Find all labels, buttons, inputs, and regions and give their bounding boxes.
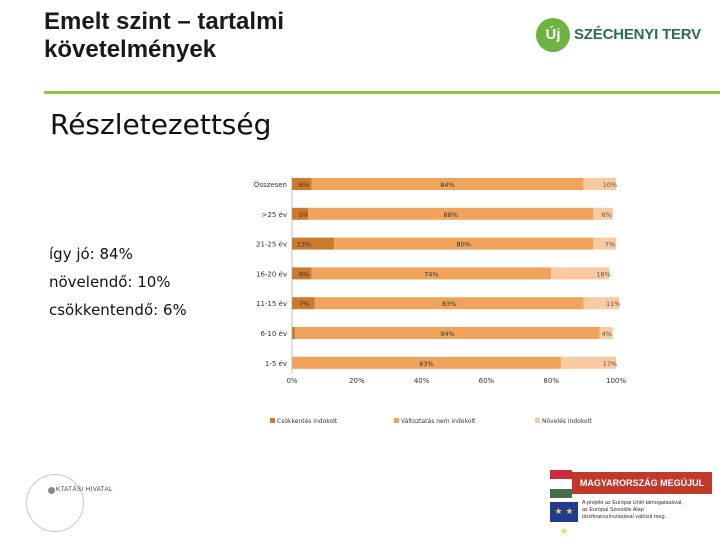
data-label: 7% — [299, 300, 309, 308]
uj-logo-icon: Új — [536, 18, 570, 52]
bar-segment — [292, 297, 315, 310]
x-tick-label: 80% — [543, 377, 559, 385]
magyarorszag-megujul-badge: MAGYARORSZÁG MEGÚJUL — [550, 470, 714, 498]
office-label: KTATÁSI HIVATAL — [56, 487, 113, 493]
bar-segment — [314, 297, 584, 310]
x-tick-label: 0% — [286, 377, 297, 385]
bar-segment — [292, 237, 335, 250]
data-label: 6% — [299, 181, 309, 189]
data-label: 5% — [299, 211, 309, 219]
category-label: Összesen — [254, 180, 287, 189]
bar-segment — [593, 237, 616, 250]
eu-text-line: A projekt az Európai Unió támogatásával, — [582, 500, 683, 506]
bar-segment — [292, 178, 312, 190]
data-label: 7% — [605, 241, 615, 249]
bar-segment — [292, 327, 296, 339]
bar-segment — [308, 207, 594, 220]
page-title-line1: Emelt szint – tartalmi — [44, 8, 285, 35]
bar-segment — [551, 267, 610, 280]
x-tick-label: 40% — [414, 377, 430, 385]
data-label: 6% — [602, 211, 612, 219]
logo-text: SZÉCHENYI TERV — [574, 26, 701, 43]
x-tick-label: 20% — [349, 377, 365, 385]
szechenyi-terv-logo: Új SZÉCHENYI TERV — [536, 18, 701, 54]
data-label: 84% — [440, 181, 454, 189]
category-label: >25 év — [262, 211, 287, 219]
bar-segment — [292, 267, 312, 280]
slide-subtitle: Részletezettség — [50, 108, 272, 141]
category-label: 16-20 év — [256, 270, 287, 278]
bar-segment — [599, 327, 613, 339]
data-label: 80% — [456, 241, 470, 249]
data-label: 4% — [602, 330, 612, 338]
bar-segment — [311, 267, 552, 280]
bar-segment — [593, 207, 613, 220]
data-label: 6% — [299, 270, 309, 278]
data-label: 13% — [297, 241, 311, 249]
legend-swatch — [394, 418, 399, 423]
category-label: 21-25 év — [256, 241, 287, 249]
eu-badge: ★ ★ ★ A projekt az Európai Unió támogatá… — [550, 500, 718, 537]
bar-segment — [560, 356, 616, 369]
summary-ok: így jó: 84% — [49, 245, 133, 263]
legend-label: Növelés indokolt — [542, 418, 592, 425]
hungarian-flag-icon — [550, 470, 572, 498]
data-label: 18% — [596, 270, 610, 278]
data-label: 11% — [606, 300, 620, 308]
x-tick-label: 60% — [479, 377, 495, 385]
bar-segment — [583, 297, 620, 310]
data-label: 88% — [444, 211, 458, 219]
data-label: 74% — [424, 270, 438, 278]
data-label: 94% — [440, 330, 454, 338]
bar-segment — [311, 178, 584, 190]
data-label: 83% — [442, 300, 456, 308]
legend-swatch — [270, 418, 275, 423]
eu-text: A projekt az Európai Unió támogatásával,… — [582, 500, 683, 521]
category-label: 1-5 év — [265, 360, 287, 368]
page-title-line2: követelmények — [44, 36, 217, 63]
summary-decrease: csökkentendő: 6% — [49, 301, 187, 319]
x-tick-label: 100% — [606, 377, 626, 385]
data-label: 83% — [419, 360, 433, 368]
category-label: 6-10 év — [260, 330, 287, 338]
office-icon — [48, 487, 55, 494]
summary-block: így jó: 84% növelendő: 10% csökkentendő:… — [49, 240, 187, 324]
legend-swatch — [535, 418, 540, 423]
data-label: 10% — [603, 181, 617, 189]
logo-arc — [26, 474, 84, 532]
bar-segment — [292, 207, 309, 220]
bar-segment — [583, 178, 616, 190]
summary-increase: növelendő: 10% — [49, 273, 171, 291]
eu-flag-icon: ★ ★ ★ — [550, 502, 578, 537]
category-label: 11-15 év — [256, 300, 287, 308]
badge-text: MAGYARORSZÁG MEGÚJUL — [572, 472, 712, 494]
bar-segment — [334, 237, 594, 250]
legend-label: Csökkentés indokolt — [277, 418, 338, 425]
bar-segment — [292, 356, 561, 369]
legend-label: Változtatás nem indokolt — [401, 418, 476, 425]
eu-text-line: az Európai Szociális Alap — [582, 507, 644, 513]
bar-segment — [295, 327, 600, 339]
header-divider — [44, 91, 720, 94]
eu-text-line: társfinanszírozásával valósul meg. — [582, 514, 667, 520]
page-title: Emelt szint – tartalmi követelmények — [44, 8, 284, 64]
oktatasi-hivatal-logo: KTATÁSI HIVATAL — [26, 474, 146, 534]
data-label: 17% — [603, 360, 617, 368]
